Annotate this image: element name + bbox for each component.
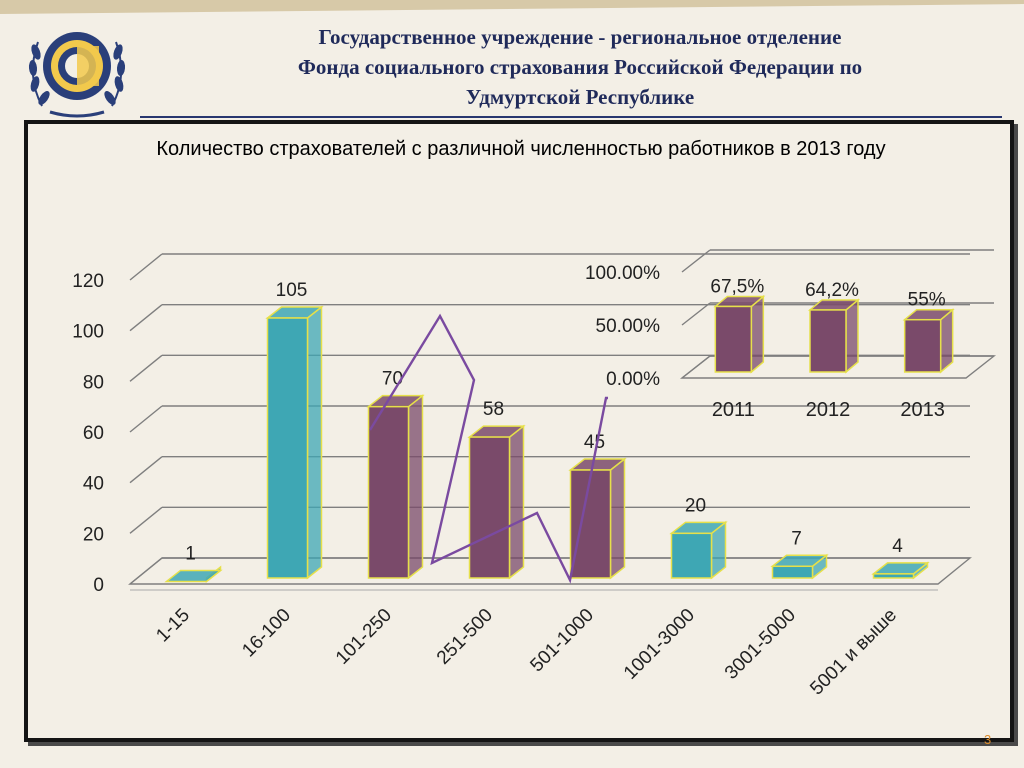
data-label: 1	[185, 543, 196, 564]
data-label: 58	[483, 399, 504, 420]
header-line-1: Государственное учреждение - регионально…	[318, 25, 842, 49]
inset-data-label: 55%	[908, 290, 946, 311]
bar-501-1000	[569, 469, 612, 579]
inset-data-label: 67,5%	[710, 276, 764, 297]
bar-101-250	[367, 405, 410, 579]
x-tick-label: 101-250	[332, 605, 396, 669]
y-tick-label: 40	[83, 474, 104, 495]
organization-header: Государственное учреждение - регионально…	[160, 22, 1000, 112]
inset-gridline-diagonal	[681, 302, 711, 326]
bar-1001-3000	[670, 532, 713, 579]
chart-title: Количество страхователей с различной чис…	[156, 138, 886, 160]
bar-501-1000-side	[609, 457, 626, 580]
inset-data-label: 64,2%	[805, 280, 859, 301]
gridline-diagonal	[129, 253, 163, 281]
x-tick-label: 3001-5000	[721, 605, 800, 684]
data-label: 105	[276, 280, 308, 301]
data-label: 7	[791, 528, 802, 549]
inset-y-tick-label: 50.00%	[596, 316, 661, 337]
top-decoration	[0, 0, 1024, 14]
page-number: 3	[984, 732, 992, 747]
data-label: 20	[685, 495, 706, 516]
y-tick-label: 120	[72, 271, 104, 292]
bar-5001 и выше	[872, 573, 915, 579]
inset-bar-2012	[809, 309, 847, 373]
data-label: 45	[584, 432, 605, 453]
header-divider	[140, 116, 1002, 118]
y-tick-label: 0	[93, 575, 104, 596]
inset-x-tick-label: 2013	[900, 399, 945, 421]
chart-floor	[128, 557, 972, 585]
bar-251-500-side	[508, 424, 525, 580]
highlight-polyline	[368, 313, 608, 584]
y-tick-label: 20	[83, 524, 104, 545]
gridline-diagonal	[129, 354, 163, 382]
x-tick-label: 1-15	[152, 605, 194, 647]
gridline-diagonal	[129, 456, 163, 484]
x-tick-label: 251-500	[433, 605, 497, 669]
y-tick-label: 100	[72, 322, 104, 343]
header-line-2: Фонда социального страхования Российской…	[297, 55, 863, 79]
fss-logo-emblem	[28, 32, 126, 118]
header-line-3: Удмуртской Республике	[465, 85, 695, 109]
y-tick-label: 60	[83, 423, 104, 444]
x-tick-label: 16-100	[238, 605, 295, 662]
x-tick-label: 5001 и выше	[806, 605, 901, 700]
inset-y-tick-label: 100.00%	[585, 263, 660, 284]
inset-gridline-diagonal	[681, 249, 711, 273]
x-tick-label: 1001-3000	[620, 605, 699, 684]
inset-y-tick-label: 0.00%	[606, 369, 660, 390]
inset-bar-2011-side	[750, 294, 765, 374]
gridline-diagonal	[129, 405, 163, 433]
bar-16-100	[266, 317, 309, 579]
bar-16-100-side	[306, 305, 323, 580]
x-tick-label: 501-1000	[526, 605, 598, 677]
bar-1-15-top	[164, 569, 223, 583]
gridline-diagonal	[129, 304, 163, 332]
gridline-diagonal	[129, 506, 163, 534]
bar-3001-5000	[771, 565, 814, 579]
inset-bar-2011	[714, 305, 753, 373]
bar-101-250-side	[407, 394, 424, 580]
bar-251-500	[468, 436, 511, 579]
y-tick-label: 80	[83, 372, 104, 393]
inset-x-tick-label: 2012	[806, 399, 851, 421]
inset-bar-2013	[903, 318, 942, 373]
inset-floor	[679, 355, 997, 379]
inset-x-tick-label: 2011	[712, 399, 755, 421]
data-label: 4	[892, 536, 903, 557]
inset-bar-2012-side	[845, 298, 859, 374]
